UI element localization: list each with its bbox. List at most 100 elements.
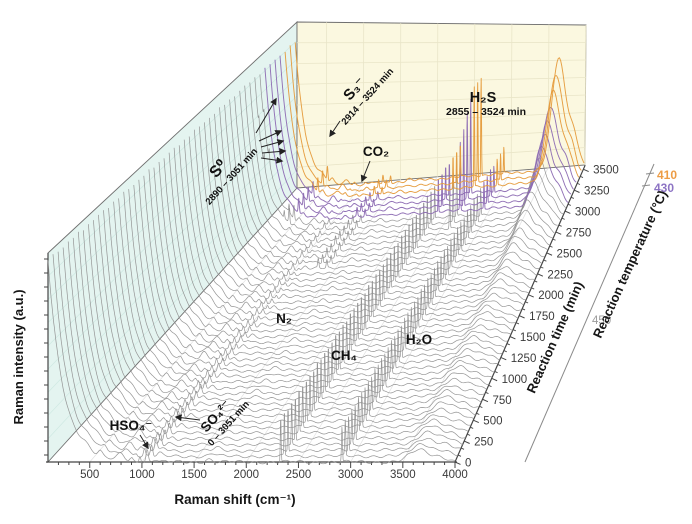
annotation-so4: SO₄²⁻0 – 3051 min	[198, 397, 252, 448]
annotation-label-co2: CO₂	[363, 144, 389, 159]
time-tick	[555, 231, 562, 235]
spectrum-trace	[274, 59, 574, 209]
spectrum-trace	[219, 107, 545, 271]
annotation-arrow-s3	[329, 120, 341, 138]
spectrum-trace	[234, 96, 553, 254]
time-tick-label: 1000	[502, 374, 528, 386]
spectrum-trace	[163, 158, 516, 333]
spectrum-trace	[47, 260, 456, 465]
annotation-label-n2: N₂	[276, 311, 292, 326]
spectrum-trace	[178, 145, 524, 316]
spectrum-trace	[77, 231, 471, 430]
spectrum-trace	[254, 77, 564, 231]
back-wall-gridline	[296, 94, 586, 106]
x-axis-title: Raman shift (cm⁻¹)	[174, 492, 295, 507]
time-minor-tick	[552, 238, 556, 241]
spectrum-trace	[113, 201, 490, 391]
floor-gridline	[193, 179, 401, 463]
time-minor-tick	[561, 217, 565, 220]
spectrum-trace	[239, 90, 556, 249]
spectrum-trace	[229, 99, 550, 259]
time-minor-tick	[485, 391, 489, 395]
spectrum-trace	[193, 129, 532, 300]
temperature-axis-title: Reaction temperature (°C)	[590, 188, 670, 340]
time-minor-tick	[534, 280, 538, 283]
temperature-bracket-tick	[641, 184, 651, 187]
spectrum-trace	[118, 198, 493, 384]
time-minor-tick	[479, 405, 483, 408]
spectrum-trace	[284, 51, 580, 197]
spectrum-trace	[183, 139, 527, 311]
back-wall-gridline	[296, 59, 586, 64]
spectrum-trace	[289, 45, 582, 192]
time-tick	[454, 461, 461, 465]
time-minor-tick	[521, 308, 526, 311]
left-wall-stripe	[47, 58, 298, 300]
spectrum-trace	[214, 113, 543, 277]
time-tick-label: 1250	[511, 353, 537, 365]
x-tick-label: 1500	[181, 469, 207, 481]
spectrum-trace	[279, 55, 577, 203]
spectrum-trace	[52, 254, 458, 459]
annotation-arrow-s0	[261, 147, 287, 155]
spectrum-trace	[88, 224, 477, 419]
x-tick-label: 2500	[286, 469, 312, 481]
annotation-arrow-so4	[174, 414, 201, 422]
annotation-label-ch4: CH₄	[331, 348, 357, 363]
annotation-arrow-s0	[258, 130, 283, 142]
time-tick	[537, 273, 544, 277]
time-minor-tick	[512, 329, 517, 332]
spectrum-trace	[62, 247, 464, 448]
time-minor-tick	[549, 245, 553, 248]
spectrum-trace	[143, 175, 506, 356]
temp-label-450: 450	[592, 315, 611, 327]
time-tick-label: 3500	[593, 165, 619, 177]
x-tick-label: 500	[80, 469, 99, 481]
left-wall-stripe	[47, 150, 298, 416]
back-wall-gridline	[296, 77, 586, 85]
time-tick	[573, 189, 580, 193]
annotation-ch4: CH₄	[331, 348, 357, 363]
time-tick	[518, 315, 525, 319]
annotation-n2: N₂	[276, 311, 292, 326]
spectrum-trace	[128, 189, 498, 373]
spectrum-trace	[108, 207, 487, 396]
time-tick	[528, 294, 534, 298]
y-axis-title: Raman intensity (a.u.)	[11, 289, 26, 424]
time-tick-label: 3250	[584, 186, 610, 198]
temperature-axis-line	[524, 163, 655, 463]
time-tick	[500, 356, 507, 361]
time-axis-line	[454, 164, 586, 463]
back-wall-gridline	[296, 147, 586, 168]
back-wall-gridline	[296, 112, 586, 127]
left-wall-stripe	[47, 95, 298, 347]
annotation-subtext-h2s: 2855 – 3524 min	[446, 106, 526, 118]
time-tick-label: 1500	[520, 332, 546, 344]
time-tick	[463, 440, 470, 444]
spectrum-trace	[244, 85, 558, 243]
time-tick	[564, 210, 571, 214]
time-minor-tick	[470, 426, 474, 429]
time-minor-tick	[457, 454, 462, 457]
annotation-h2o: H₂O	[406, 332, 432, 347]
time-tick-label: 500	[483, 416, 502, 428]
annotation-label-h2s: H₂S	[470, 90, 497, 106]
time-minor-tick	[497, 364, 501, 367]
time-minor-tick	[460, 447, 465, 450]
floor-gridline	[89, 185, 327, 463]
time-tick	[582, 168, 589, 173]
time-minor-tick	[576, 182, 581, 185]
time-minor-tick	[488, 384, 492, 388]
spectrum-trace	[259, 74, 566, 225]
time-minor-tick	[503, 350, 507, 353]
spectrum-trace	[103, 210, 485, 402]
time-tick-label: 0	[465, 458, 471, 470]
spectrum-trace	[158, 161, 513, 339]
time-tick-label: 2750	[566, 227, 592, 239]
time-minor-tick	[531, 287, 535, 290]
time-tick	[491, 377, 498, 382]
time-minor-tick	[558, 224, 562, 227]
annotation-arrow-co2	[360, 160, 371, 183]
